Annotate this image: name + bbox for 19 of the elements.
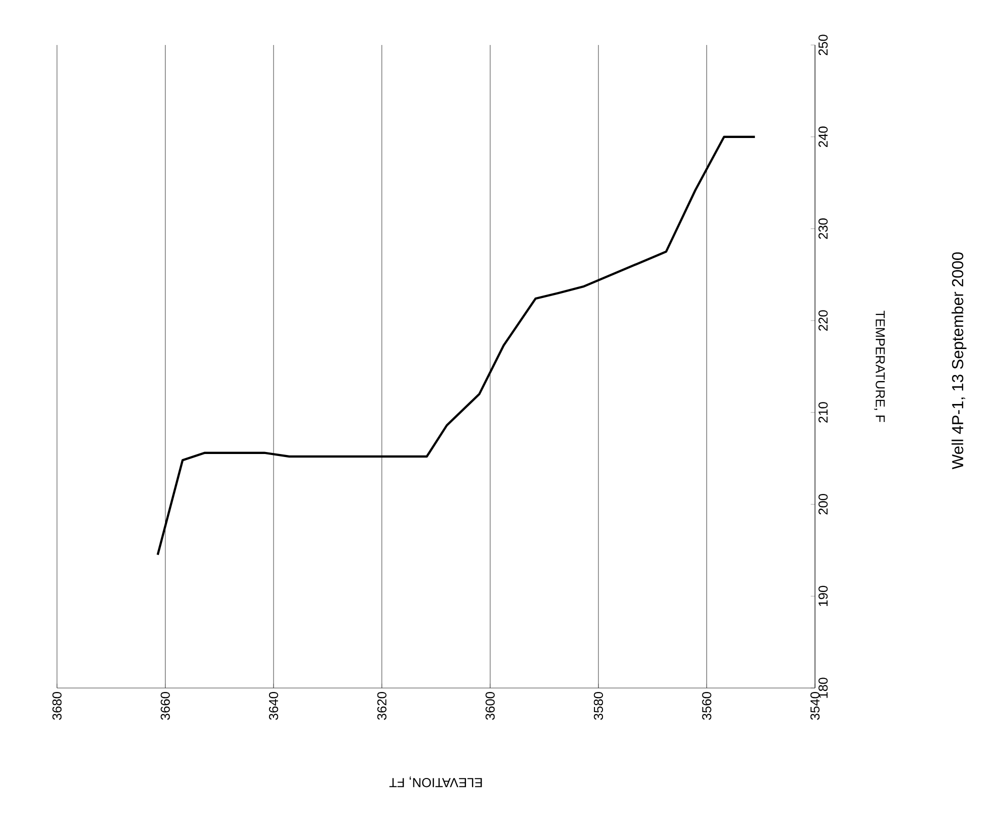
x-tick-label: 3620 [377, 692, 386, 720]
y-tick-label: 220 [818, 310, 828, 331]
x-tick-label: 3560 [702, 692, 712, 720]
y-tick-label: 250 [818, 34, 828, 56]
x-tick-label: 3540 [810, 692, 820, 720]
x-tick-label: 3660 [160, 692, 170, 720]
y-tick-label: 240 [818, 126, 828, 147]
x-tick-label: 3600 [486, 692, 495, 720]
x-tick-label: 3680 [52, 692, 62, 720]
y-tick-label: 200 [818, 494, 828, 514]
x-axis-title: ELEVATION, FT [389, 776, 482, 788]
y-tick-label: 230 [818, 218, 828, 239]
y-axis-title: TEMPERATURE, F [874, 310, 885, 422]
x-tick-label: 3640 [268, 692, 278, 720]
x-tick-label: 3580 [594, 692, 604, 720]
text: Well 4P-1, 13 September 2000 [952, 252, 966, 470]
y-tick-label: 210 [818, 402, 828, 423]
y-tick-label: 180 [818, 678, 828, 698]
y-tick-label: 190 [818, 586, 828, 606]
